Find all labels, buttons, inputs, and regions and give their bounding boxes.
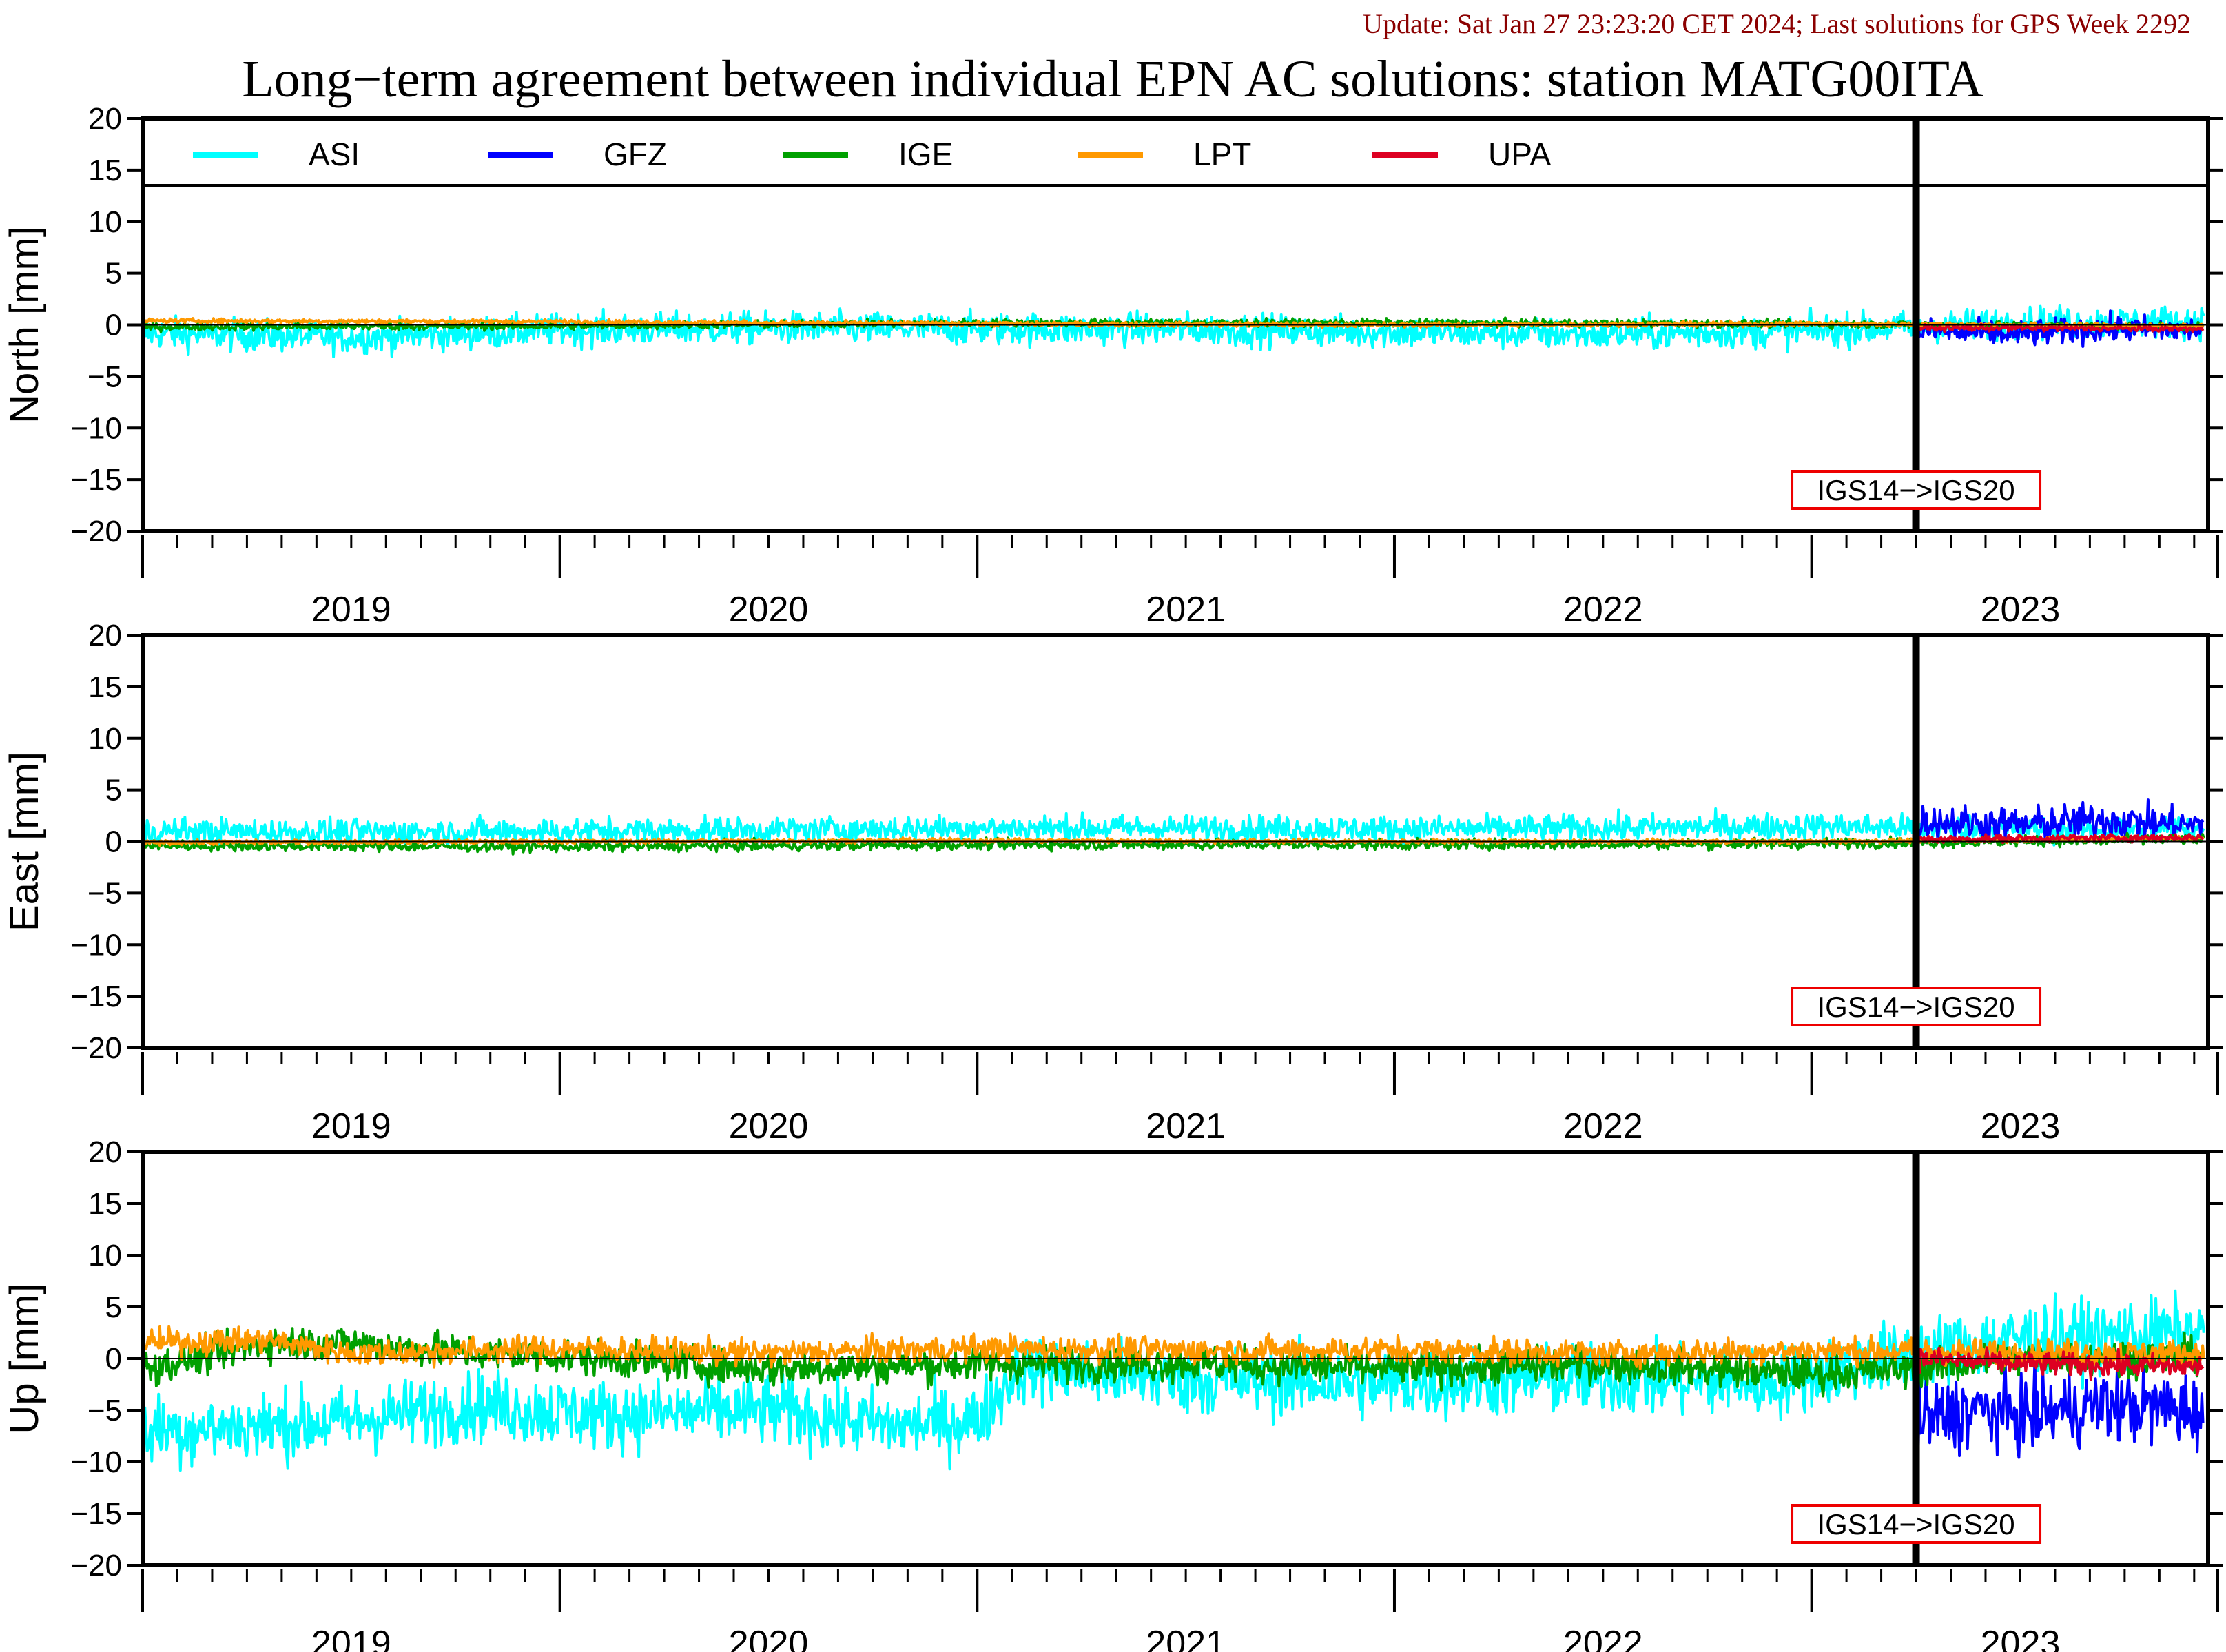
y-tick-label: −15 — [70, 463, 122, 497]
frame-change-label: IGS14−>IGS20 — [1817, 474, 2014, 506]
x-tick-label: 2022 — [1563, 1106, 1643, 1146]
x-tick-label: 2019 — [311, 1106, 391, 1146]
frame-change-box — [1791, 1504, 2042, 1544]
y-axis-label: East [mm] — [2, 752, 47, 931]
y-tick-label: 20 — [88, 1135, 122, 1169]
y-tick-label: 10 — [88, 722, 122, 756]
series-line-asi — [141, 1289, 2205, 1472]
chart-title: Long−term agreement between individual E… — [242, 50, 1983, 108]
x-tick-label: 2020 — [729, 590, 809, 630]
north-panel: IGS14−>IGS20 20 15 10 5 0 −5 −10 −15 −20 North [mm… — [2, 102, 2223, 630]
x-tick-label: 2022 — [1563, 1624, 1643, 1652]
y-tick-label: −15 — [70, 980, 122, 1013]
y-tick-label: 10 — [88, 205, 122, 239]
legend-label-gfz: GFZ — [604, 136, 667, 172]
legend-label-lpt: LPT — [1193, 136, 1251, 172]
x-tick-label: 2021 — [1146, 1624, 1226, 1652]
legend-label-upa: UPA — [1488, 136, 1551, 172]
series-group — [141, 1289, 2205, 1472]
y-axis-label: Up [mm] — [2, 1283, 47, 1434]
y-tick-label: 10 — [88, 1239, 122, 1272]
series-line-lpt — [141, 1325, 2205, 1370]
series-group — [141, 798, 2205, 856]
frame-change-label: IGS14−>IGS20 — [1817, 991, 2014, 1023]
x-tick-label: 2019 — [311, 590, 391, 630]
legend-label-ige: IGE — [898, 136, 953, 172]
frame-change-label: IGS14−>IGS20 — [1817, 1508, 2014, 1540]
series-line-asi — [141, 304, 2205, 358]
x-tick-label: 2020 — [729, 1624, 809, 1652]
y-tick-label: −20 — [70, 1549, 122, 1582]
legend-label-asi: ASI — [309, 136, 360, 172]
series-line-upa — [1915, 832, 2204, 845]
x-tick-label: 2023 — [1981, 1106, 2061, 1146]
y-tick-label: 0 — [105, 1342, 122, 1376]
y-tick-label: −20 — [70, 1031, 122, 1065]
update-timestamp: Update: Sat Jan 27 23:23:20 CET 2024; La… — [1363, 8, 2191, 39]
x-tick-label: 2022 — [1563, 590, 1643, 630]
series-line-upa — [1915, 322, 2205, 333]
x-tick-label: 2021 — [1146, 590, 1226, 630]
y-tick-label: −5 — [87, 360, 122, 393]
y-axis-label: North [mm] — [2, 226, 47, 424]
y-tick-label: 20 — [88, 619, 122, 652]
y-tick-label: 5 — [105, 774, 122, 807]
y-tick-label: 15 — [88, 670, 122, 704]
y-tick-label: 0 — [105, 309, 122, 342]
series-line-asi — [141, 807, 2205, 849]
series-line-upa — [1915, 1346, 2205, 1381]
x-tick-label: 2023 — [1981, 590, 2061, 630]
legend: ASI GFZ IGE LPT UPA — [143, 136, 2208, 187]
y-tick-label: 20 — [88, 102, 122, 136]
y-tick-label: −10 — [70, 411, 122, 445]
y-tick-label: 5 — [105, 257, 122, 291]
x-tick-label: 2021 — [1146, 1106, 1226, 1146]
up-panel: IGS14−>IGS20 20 15 10 5 0 −5 −10 −15 −20 Up [mm] 20… — [2, 1135, 2223, 1652]
y-tick-label: 5 — [105, 1290, 122, 1324]
y-tick-label: −15 — [70, 1497, 122, 1531]
series-line-ige — [142, 1327, 2205, 1398]
y-tick-label: −20 — [70, 515, 122, 548]
y-tick-label: −10 — [70, 1445, 122, 1479]
frame-change-box — [1791, 987, 2042, 1026]
frame-change-box — [1791, 470, 2042, 510]
series-group — [141, 304, 2205, 358]
x-tick-label: 2019 — [311, 1624, 391, 1652]
y-tick-label: 15 — [88, 1187, 122, 1221]
series-line-gfz — [1915, 798, 2205, 843]
y-tick-label: −5 — [87, 876, 122, 910]
y-tick-label: −5 — [87, 1394, 122, 1427]
y-tick-label: −10 — [70, 928, 122, 962]
y-tick-label: 15 — [88, 154, 122, 187]
y-tick-label: 0 — [105, 825, 122, 859]
east-panel: IGS14−>IGS20 20 15 10 5 0 −5 −10 −15 −20 East [mm]… — [2, 619, 2223, 1146]
x-tick-label: 2020 — [729, 1106, 809, 1146]
x-tick-label: 2023 — [1981, 1624, 2061, 1652]
series-line-gfz — [1915, 1356, 2205, 1459]
